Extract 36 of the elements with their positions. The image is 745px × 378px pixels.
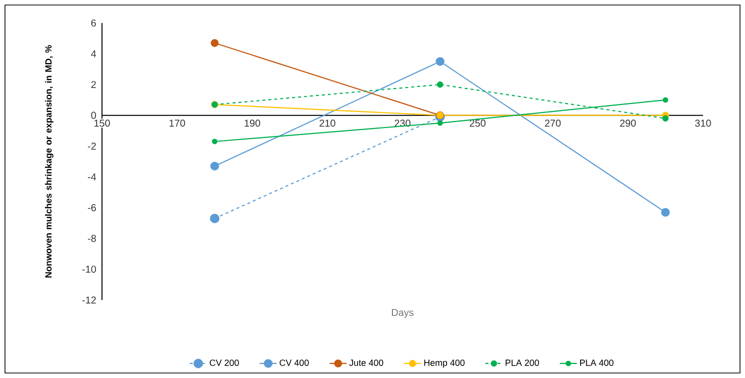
point [210,214,220,224]
legend-label: Hemp 400 [424,360,465,368]
y-tick-label: -12 [82,296,96,304]
point [437,120,443,126]
y-tick-label: 2 [91,81,96,88]
point [661,208,670,217]
x-tick-label: 250 [470,120,486,127]
legend-label: CV 200 [210,360,239,366]
legend-label: PLA 400 [580,360,614,366]
y-axis-title: Nonwoven mulches shrinkage or expansion, in MD, % [45,45,54,278]
point [436,57,444,66]
y-tick-label: 0 [91,112,96,119]
y-tick-label: -6 [88,204,96,212]
y-tick-label: -4 [88,173,96,180]
y-tick-label: -2 [88,142,96,150]
point [212,138,218,144]
legend-label: Jute 400 [349,360,384,366]
x-tick-label: 150 [94,120,110,127]
point [662,115,669,122]
x-tick-label: 270 [544,120,561,127]
x-tick-label: 190 [244,120,260,127]
point [436,81,444,88]
point [662,97,668,103]
x-axis-title: Days [392,309,414,318]
y-tick-label: -10 [82,266,96,273]
point [210,39,219,47]
y-tick-label: 6 [91,19,96,27]
point [210,162,220,170]
x-tick-label: 170 [170,120,186,127]
legend-label: CV 400 [280,360,309,366]
y-tick-label: 4 [91,50,96,58]
legend-label: PLA 200 [506,360,540,366]
x-tick-label: 290 [620,120,636,127]
x-tick-label: 210 [320,120,336,127]
y-tick-label: -8 [88,234,96,242]
x-tick-label: 310 [695,120,711,127]
